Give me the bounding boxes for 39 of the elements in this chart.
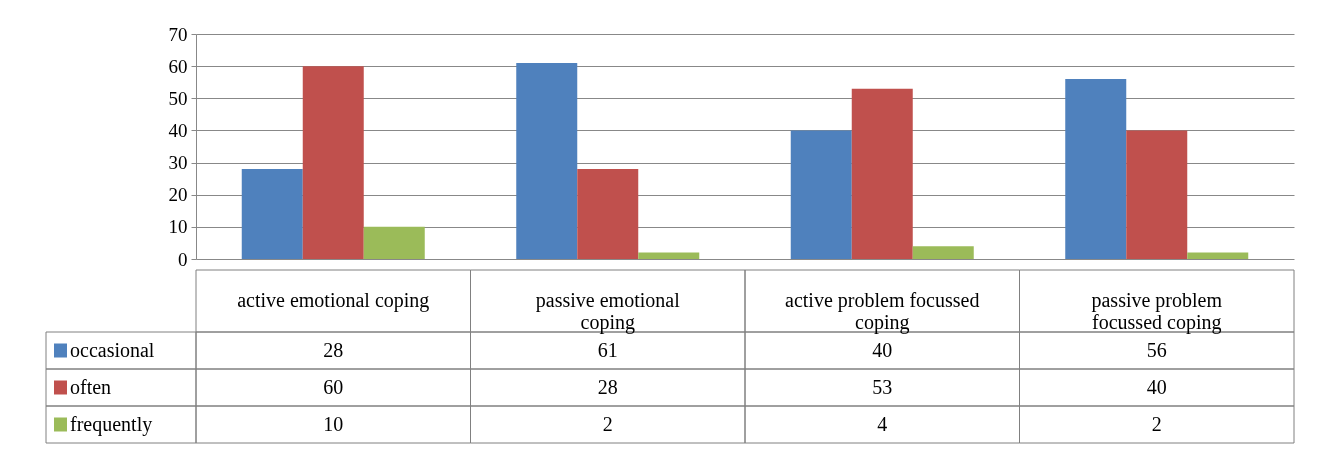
bar	[790, 130, 852, 259]
bar	[363, 226, 425, 259]
y-tick-label: 0	[178, 248, 188, 270]
y-tick-label: 70	[168, 23, 188, 45]
data-label: 61	[597, 338, 618, 361]
y-tick-label: 50	[168, 87, 188, 109]
bar	[241, 169, 303, 259]
data-label: 4	[877, 412, 888, 435]
legend-label: occasional	[70, 338, 155, 361]
bar	[638, 252, 700, 259]
bar	[302, 66, 364, 259]
y-tick-label: 30	[168, 152, 188, 174]
x-tick-label: active problem focussed coping	[785, 289, 980, 334]
bar	[1187, 252, 1249, 259]
data-label: 2	[602, 412, 613, 435]
legend-label: often	[70, 375, 112, 398]
data-label: 56	[1146, 338, 1167, 361]
data-label: 2	[1151, 412, 1162, 435]
x-tick-label: active emotional coping	[237, 289, 430, 312]
x-tick-label: passive emotional coping	[535, 289, 681, 334]
data-label: 28	[323, 338, 344, 361]
y-tick-label: 10	[168, 216, 188, 238]
y-tick-label: 60	[168, 55, 188, 77]
data-label: 10	[323, 412, 344, 435]
bar	[1126, 130, 1188, 259]
bar	[1065, 79, 1127, 259]
bar	[516, 62, 578, 259]
data-label: 28	[597, 375, 618, 398]
data-label: 60	[323, 375, 344, 398]
data-label: 53	[872, 375, 893, 398]
data-label: 40	[1146, 375, 1167, 398]
x-tick-label: passive problem focussed coping	[1091, 289, 1223, 334]
y-tick-label: 40	[168, 119, 188, 141]
bar	[851, 88, 913, 259]
data-label: 40	[872, 338, 893, 361]
bar	[912, 246, 974, 259]
bar	[577, 169, 639, 259]
legend-label: frequently	[70, 412, 153, 436]
y-tick-label: 20	[168, 184, 188, 206]
